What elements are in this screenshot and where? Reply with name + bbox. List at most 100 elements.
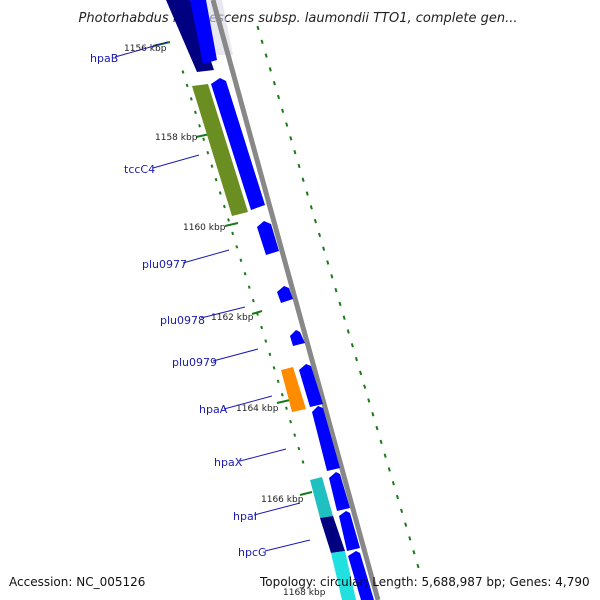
- tick-mark: [222, 204, 226, 209]
- cds-arrow[interactable]: [312, 406, 340, 471]
- tick-mark: [198, 124, 201, 128]
- tick-mark: [268, 67, 272, 72]
- tick-mark: [260, 325, 264, 330]
- gene-label-hpab[interactable]: hpaB: [90, 52, 118, 65]
- tick-mark: [416, 563, 420, 569]
- tick-mark: [289, 136, 293, 141]
- cds-arrow[interactable]: [277, 286, 293, 303]
- tick-mark: [189, 97, 193, 101]
- kbp-label: 1156 kbp: [124, 44, 167, 54]
- kbp-label: 1164 kbp: [236, 404, 279, 414]
- tick-mark: [218, 191, 222, 195]
- gene-feature-inner-cyan[interactable]: [331, 551, 356, 600]
- tick-mark: [264, 53, 268, 58]
- tick-mark: [280, 393, 284, 397]
- tick-mark: [297, 163, 301, 169]
- tick-mark: [342, 315, 346, 320]
- tick-mark: [285, 406, 288, 410]
- tick-mark: [309, 205, 313, 210]
- tick-mark: [371, 412, 375, 417]
- kbp-label: 1158 kbp: [155, 133, 198, 143]
- tick-mark: [367, 398, 371, 403]
- tick-mark: [276, 94, 281, 100]
- tick-mark: [281, 108, 285, 113]
- tick-mark: [264, 339, 268, 343]
- tick-mark: [305, 191, 309, 196]
- tick-mark: [289, 419, 292, 424]
- tick-mark: [346, 329, 350, 334]
- gene-feature-hpaa[interactable]: [281, 367, 306, 412]
- label-leader: [264, 539, 311, 552]
- gene-label-hpaa[interactable]: hpaA: [199, 403, 228, 416]
- tick-mark: [375, 425, 379, 431]
- tick-mark: [293, 149, 297, 155]
- cds-arrow[interactable]: [257, 221, 279, 255]
- cds-arrow[interactable]: [290, 330, 305, 346]
- gene-label-hpai[interactable]: hpaI: [233, 510, 257, 523]
- gene-feature-hpcg[interactable]: [320, 516, 345, 553]
- tick-mark: [322, 246, 326, 251]
- gene-label-plu0977[interactable]: plu0977: [142, 258, 187, 271]
- cds-arrow[interactable]: [190, 0, 217, 64]
- tick-mark: [363, 384, 367, 389]
- cds-arrow[interactable]: [329, 472, 350, 511]
- tick-mark: [297, 446, 301, 451]
- tick-mark: [235, 245, 239, 249]
- gene-feature-hpai[interactable]: [310, 477, 333, 518]
- tick-mark: [334, 287, 338, 293]
- outer-feature-track: [190, 0, 374, 600]
- tick-mark: [268, 352, 272, 357]
- map-title: Photorhabdus luminescens subsp. laumondi…: [79, 11, 518, 26]
- tick-track-inner: [181, 70, 305, 464]
- kbp-label: 1166 kbp: [261, 495, 304, 505]
- gene-label-hpax[interactable]: hpaX: [214, 456, 243, 469]
- gene-label-hpcg[interactable]: hpcG: [238, 546, 267, 559]
- cds-arrow[interactable]: [211, 78, 265, 210]
- label-leader: [253, 502, 301, 516]
- tick-mark: [387, 467, 391, 472]
- tick-mark: [301, 460, 305, 464]
- gene-feature-tccc4[interactable]: [192, 84, 248, 216]
- label-leader: [223, 395, 273, 410]
- cds-arrow[interactable]: [299, 364, 323, 407]
- tick-mark: [251, 298, 255, 303]
- gene-label-plu0978[interactable]: plu0978: [160, 314, 205, 327]
- tick-mark: [194, 110, 197, 115]
- tick-mark: [272, 366, 276, 370]
- topology-text: Topology: circular; Length: 5,688,987 bp…: [260, 575, 590, 589]
- tick-mark: [330, 274, 334, 279]
- tick-mark: [206, 150, 210, 155]
- label-leader: [152, 154, 200, 169]
- tick-track-outer: [256, 25, 420, 569]
- tick-mark: [318, 232, 322, 238]
- gene-label-tccc4[interactable]: tccC4: [124, 163, 155, 176]
- label-leader: [212, 348, 259, 362]
- tick-mark: [181, 70, 185, 74]
- tick-mark: [231, 231, 235, 236]
- tick-mark: [239, 258, 243, 263]
- tick-mark: [247, 285, 251, 289]
- label-leader: [182, 249, 230, 264]
- tick-mark: [202, 137, 206, 141]
- tick-mark: [354, 356, 358, 362]
- tick-mark: [408, 536, 412, 541]
- tick-mark: [185, 83, 189, 88]
- tick-mark: [272, 80, 276, 86]
- cds-arrow[interactable]: [348, 551, 374, 600]
- tick-mark: [350, 343, 354, 348]
- tick-mark: [359, 370, 363, 376]
- label-leader: [200, 306, 246, 319]
- kbp-label: 1162 kbp: [211, 313, 254, 323]
- cds-arrow[interactable]: [339, 511, 360, 551]
- kbp-label: 1168 kbp: [283, 588, 326, 598]
- label-leader: [114, 41, 169, 58]
- tick-mark: [412, 550, 416, 555]
- tick-mark: [214, 177, 218, 182]
- tick-mark: [326, 260, 330, 265]
- tick-mark: [293, 433, 297, 437]
- gene-label-plu0979[interactable]: plu0979: [172, 356, 217, 369]
- tick-mark: [210, 164, 214, 168]
- tick-mark: [395, 494, 400, 500]
- tick-mark: [227, 218, 230, 222]
